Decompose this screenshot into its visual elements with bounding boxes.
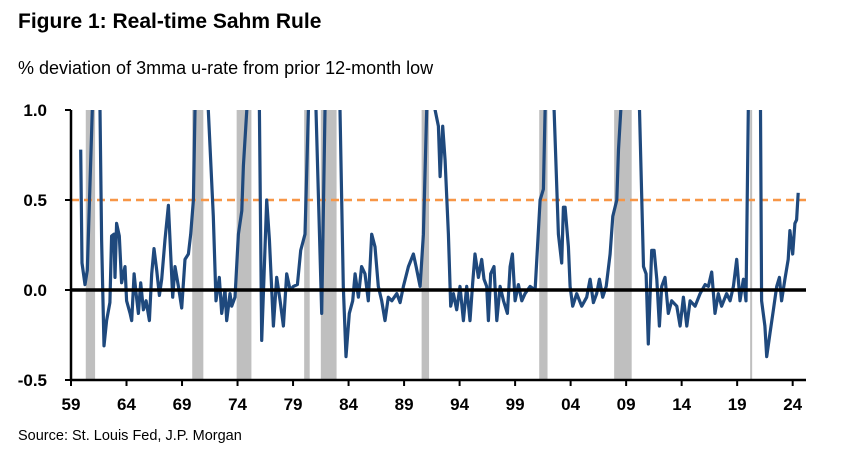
chart-title: Figure 1: Real-time Sahm Rule xyxy=(18,10,322,33)
recession-band xyxy=(539,110,548,380)
series-group xyxy=(79,110,800,359)
x-tick-label: 84 xyxy=(339,395,358,414)
y-tick-label: -0.5 xyxy=(18,371,47,390)
x-tick-label: 64 xyxy=(117,395,136,414)
y-tick-label: 1.0 xyxy=(23,101,47,120)
recession-bands xyxy=(85,110,753,380)
recession-band xyxy=(614,110,632,380)
recession-band xyxy=(421,110,430,380)
x-tick-label: 79 xyxy=(284,395,303,414)
sahm-rule-line xyxy=(79,110,800,359)
recession-band xyxy=(85,110,96,380)
x-tick-label: 74 xyxy=(228,395,247,414)
y-tick-label: 0.0 xyxy=(23,281,47,300)
source-note: Source: St. Louis Fed, J.P. Morgan xyxy=(18,428,242,444)
chart-subtitle: % deviation of 3mma u-rate from prior 12… xyxy=(18,58,434,78)
recession-band xyxy=(304,110,310,380)
x-tick-label: 59 xyxy=(62,395,81,414)
x-tick-label: 99 xyxy=(506,395,525,414)
x-tick-label: 19 xyxy=(728,395,747,414)
recession-band xyxy=(236,110,252,380)
x-tick-label: 89 xyxy=(395,395,414,414)
x-tick-label: 24 xyxy=(783,395,802,414)
recession-band xyxy=(192,110,204,380)
x-tick-label: 09 xyxy=(617,395,636,414)
axes: 1.0 0.5 0.0 -0.5 59 64 69 74 79 84 89 94 99 04 09 14 19 2… xyxy=(18,101,806,414)
recession-band xyxy=(750,110,753,380)
y-tick-label: 0.5 xyxy=(23,191,47,210)
x-tick-label: 69 xyxy=(173,395,192,414)
x-tick-label: 14 xyxy=(672,395,691,414)
x-tick-label: 04 xyxy=(561,395,580,414)
x-tick-label: 94 xyxy=(450,395,469,414)
